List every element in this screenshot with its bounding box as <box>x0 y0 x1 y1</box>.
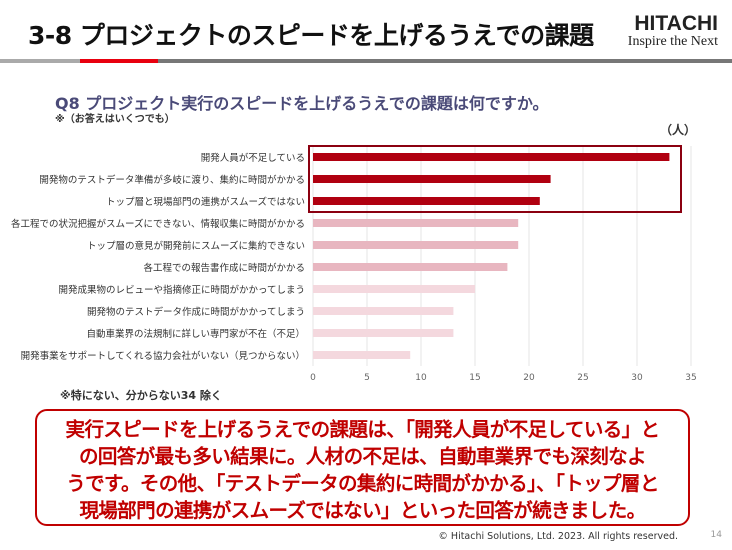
category-label: 開発成果物のレビューや指摘修正に時間がかかってしまう <box>58 285 305 296</box>
header-divider-dark <box>158 59 732 63</box>
x-tick-label: 5 <box>364 373 370 383</box>
summary-line: 実行スピードを上げるうえでの課題は、「開発人員が不足している」と <box>65 418 660 441</box>
bar <box>313 197 540 205</box>
highlight-box <box>308 145 682 213</box>
x-tick-label: 30 <box>631 373 643 383</box>
bar <box>313 175 551 183</box>
bar <box>313 285 475 293</box>
bar <box>313 263 508 271</box>
category-label: トップ層と現場部門の連携がスムーズではない <box>105 197 305 208</box>
category-label: 自動車業界の法規制に詳しい専門家が不在（不足） <box>86 329 305 340</box>
category-label: 開発物のテストデータ作成に時間がかかってしまう <box>86 307 305 318</box>
summary-line: うです。その他、「テストデータの集約に時間がかかる」、「トップ層と <box>66 472 659 495</box>
page-title: 3-8 プロジェクトのスピードを上げるうえでの課題 <box>28 21 594 50</box>
bar <box>313 241 519 249</box>
summary-box: 実行スピードを上げるうえでの課題は、「開発人員が不足している」と の回答が最も多… <box>35 409 690 526</box>
logo-brand: HITACHI <box>634 12 718 35</box>
summary-line: の回答が最も多い結果に。人材の不足は、自動車業界でも深刻なよ <box>78 445 647 468</box>
copyright: © Hitachi Solutions, Ltd. 2023. All righ… <box>438 531 678 542</box>
bar <box>313 351 411 359</box>
bar <box>313 307 454 315</box>
category-label: 開発事業をサポートしてくれる協力会社がいない（見つからない） <box>20 351 305 362</box>
category-label: 各工程での状況把握がスムーズにできない、情報収集に時間がかかる <box>10 219 305 230</box>
x-tick-label: 15 <box>469 373 481 383</box>
category-label: 各工程での報告書作成に時間がかかる <box>143 263 305 274</box>
footnote: ※特にない、分からない34 除く <box>60 389 222 402</box>
bar <box>313 219 519 227</box>
x-tick-label: 25 <box>577 373 589 383</box>
x-tick-label: 20 <box>523 373 535 383</box>
summary-line: 現場部門の連携がスムーズではない」といった回答が続きました。 <box>79 499 646 522</box>
bar <box>313 153 670 161</box>
header-divider-grey <box>0 59 80 63</box>
bar <box>313 329 454 337</box>
category-label: トップ層の意見が開発前にスムーズに集約できない <box>86 241 305 252</box>
question-note: ※（お答えはいくつでも） <box>55 114 175 125</box>
bar-chart <box>308 145 692 366</box>
unit-label: （人） <box>660 123 697 137</box>
logo-tagline: Inspire the Next <box>627 34 718 49</box>
category-label: 開発人員が不足している <box>200 153 305 164</box>
hitachi-logo: HITACHI Inspire the Next <box>627 12 718 50</box>
x-tick-label: 35 <box>685 373 697 383</box>
x-tick-label: 0 <box>310 373 316 383</box>
x-tick-label: 10 <box>415 373 427 383</box>
question-text: Q8 プロジェクト実行のスピードを上げるうえでの課題は何ですか。 <box>55 94 549 113</box>
category-label: 開発物のテストデータ準備が多岐に渡り、集約に時間がかかる <box>39 175 305 186</box>
page-number: 14 <box>710 530 722 540</box>
header-divider-red <box>80 59 158 63</box>
